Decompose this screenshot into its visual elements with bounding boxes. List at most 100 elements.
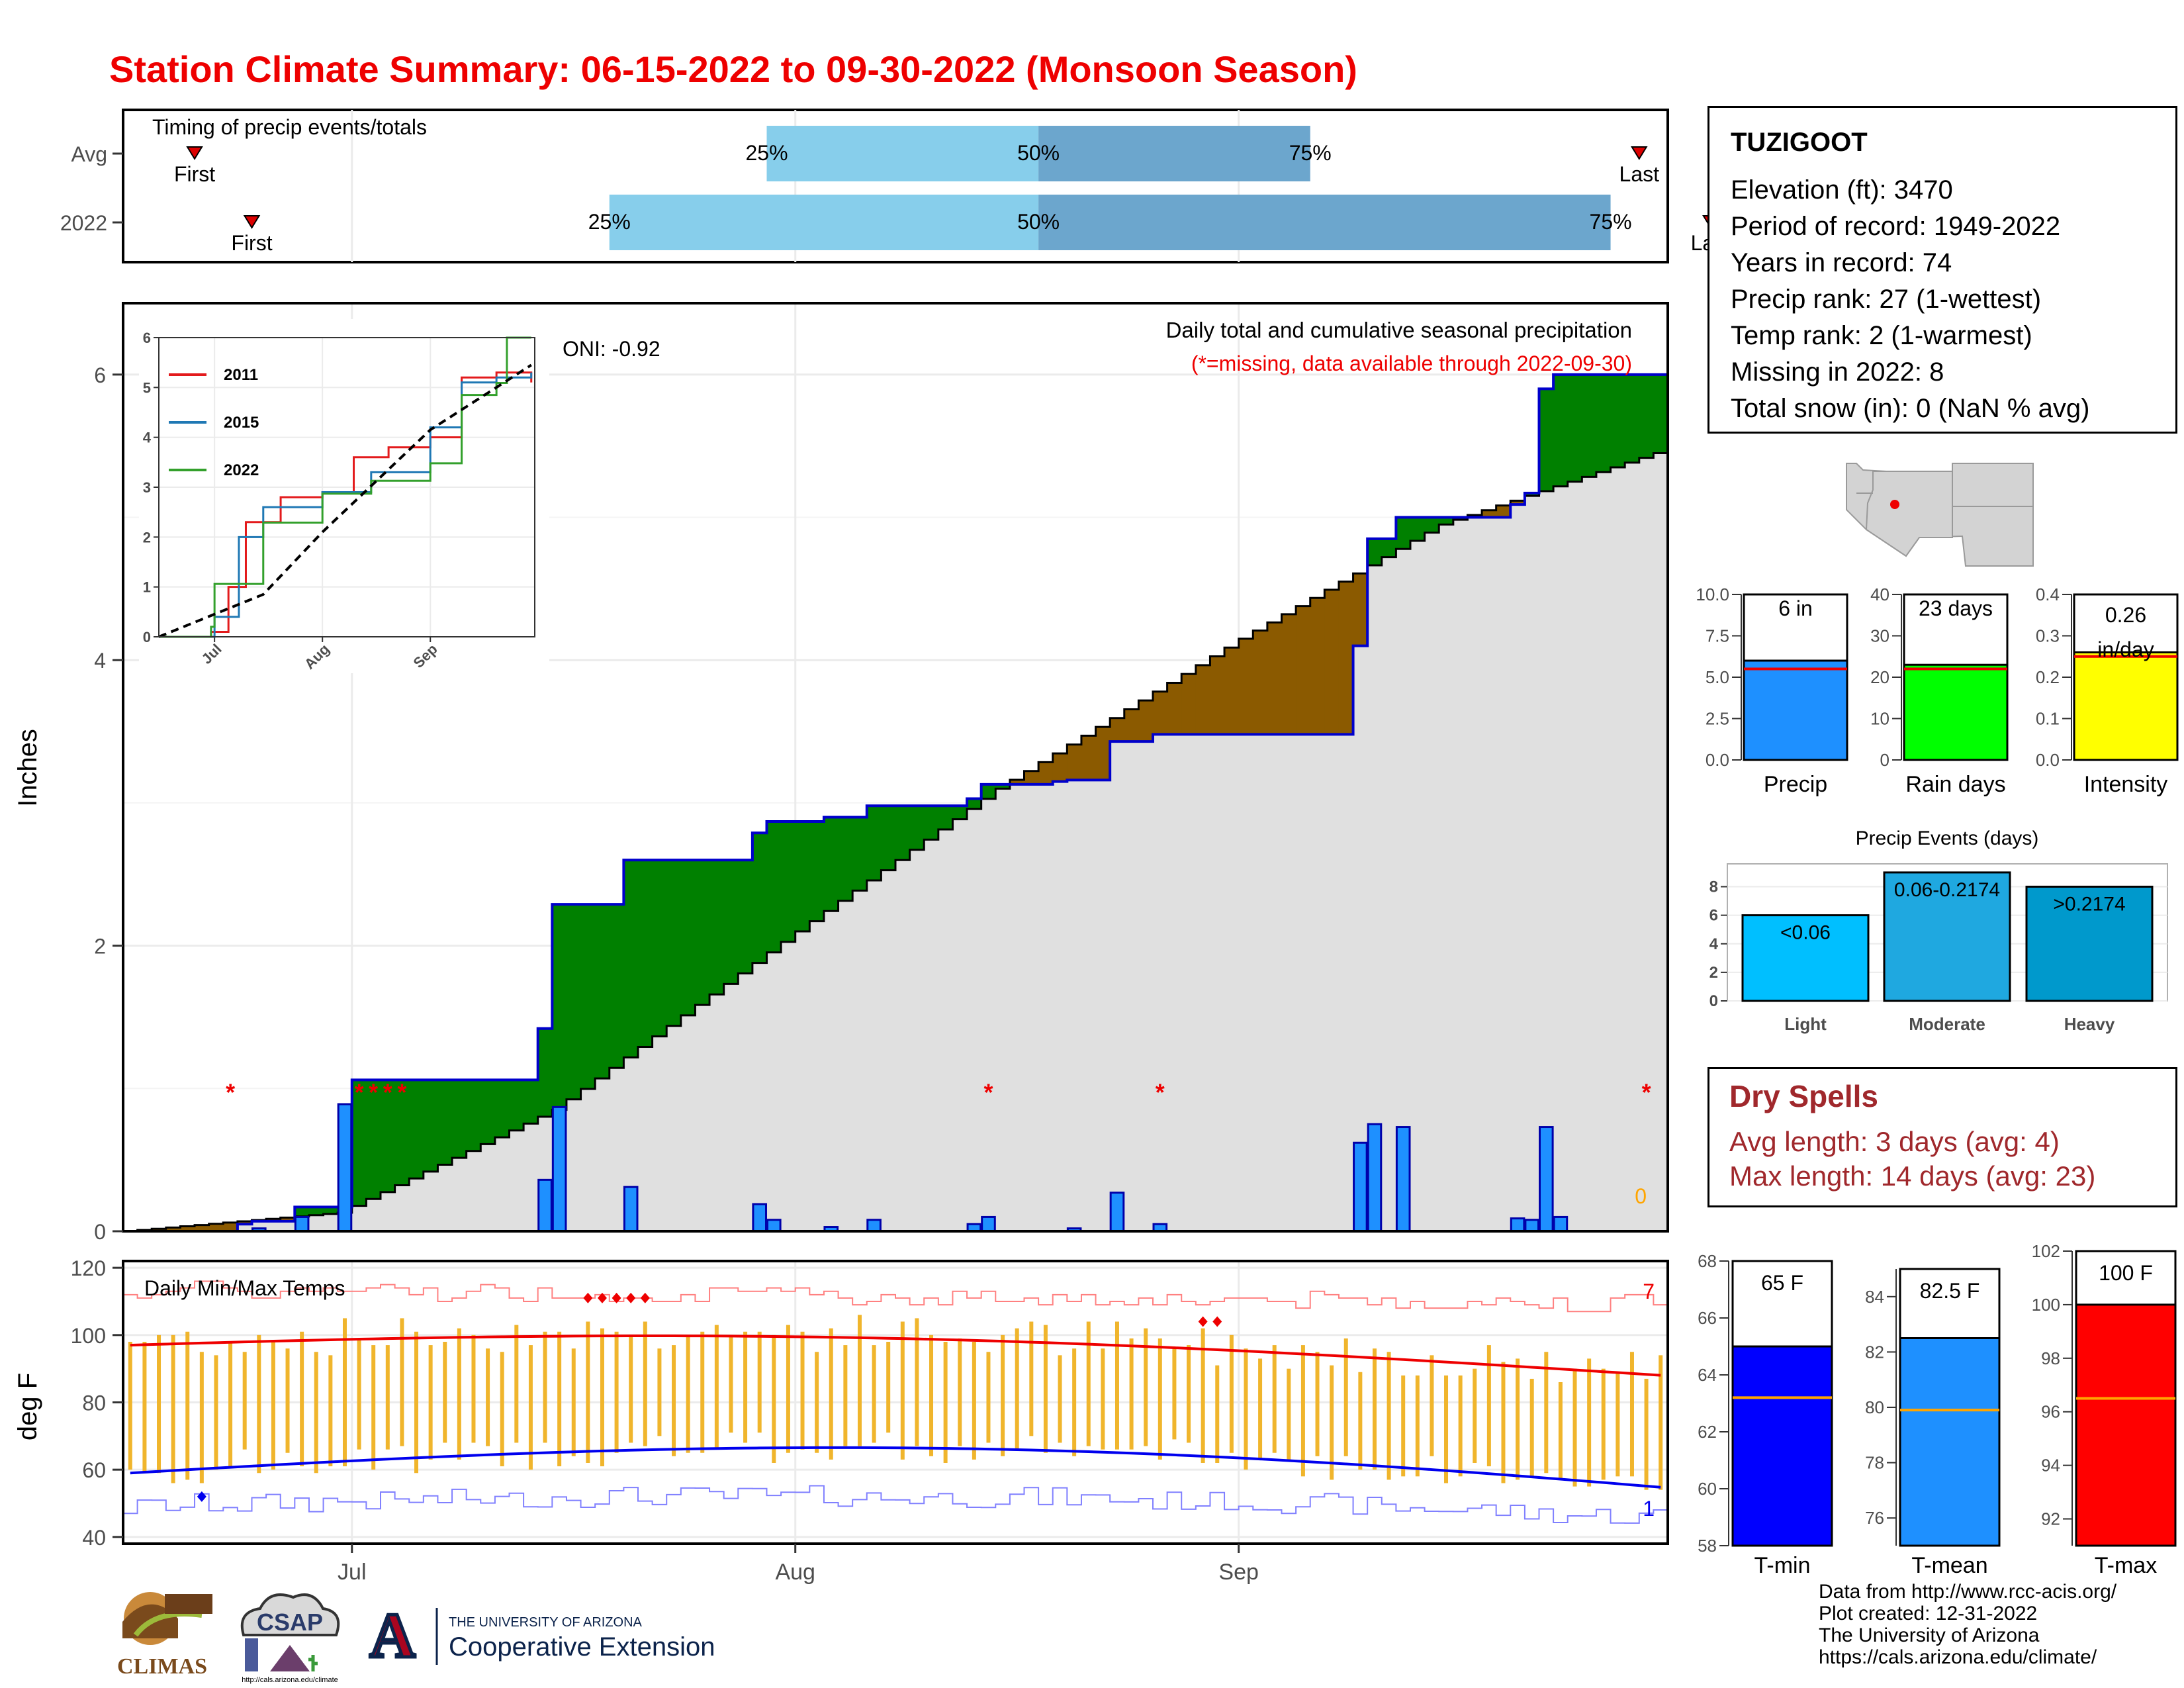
tgauge-tick-label: 60 [1698,1479,1717,1499]
xaxis-tick-label: Sep [1218,1560,1259,1585]
deficit-fill [1138,700,1154,742]
surplus-fill [823,817,839,912]
deficit-fill [1353,573,1368,646]
deficit-fill [1267,622,1283,735]
surplus-fill [924,806,939,840]
avg-cumulative-fill [437,1164,453,1231]
daily-temp-range-bar [486,1348,490,1446]
tgauge-tick-label: 82 [1865,1342,1884,1362]
daily-temp-range-bar [1458,1375,1463,1477]
gauge-tick-label: 0.3 [2036,626,2060,646]
avg-cumulative-fill [1238,734,1253,1231]
surplus-fill [423,1080,439,1172]
daily-temp-range-bar [900,1321,905,1460]
surplus-fill [666,860,682,1026]
hot-count: 7 [1643,1280,1655,1303]
daily-temp-range-bar [1629,1352,1634,1477]
daily-temp-range-bar [929,1335,934,1456]
daily-temp-range-bar [500,1352,504,1467]
avg-cumulative-line [123,451,1668,1233]
surplus-fill [1553,374,1569,487]
tgauge-tick-label: 58 [1698,1536,1717,1556]
deficit-fill [1181,674,1197,735]
avg-cumulative-fill [1381,557,1396,1231]
events-bar [2025,886,2154,1002]
daily-temp-range-bar [1015,1328,1019,1450]
daily-temp-range-bar [886,1342,891,1433]
inset-ytick-label: 5 [143,379,151,396]
station-missing: Missing in 2022: 8 [1731,357,1944,387]
daily-temp-range-bar [1558,1382,1563,1480]
surplus-fill [566,904,582,1100]
events-ytick-label: 4 [1709,935,1719,953]
timing-p50-label: 50% [1017,210,1060,234]
daily-temp-range-bar [1315,1352,1320,1456]
gauge-tick-label: 30 [1870,626,1889,646]
avg-cumulative-fill [394,1185,410,1231]
avg-cumulative-fill [1653,453,1668,1231]
deficit-fill [1496,505,1511,518]
avg-cumulative-fill [1024,784,1039,1231]
daily-precip-bar [1367,1123,1383,1233]
dry-spells-avg: Avg length: 3 days (avg: 4) [1729,1126,2060,1157]
deficit-fill [1167,682,1182,735]
gauge-tick-label: 20 [1870,667,1889,687]
daily-temp-range-bar [185,1331,190,1480]
deficit-fill [1038,762,1054,784]
events-bar-label: >0.2174 [2053,894,2125,915]
daily-temp-range-bar [528,1345,533,1470]
avg-cumulative-fill [1524,496,1540,1232]
daily-precip-bar [866,1219,882,1233]
avg-min-temp-line [130,1446,1661,1489]
daily-precip-bar [337,1103,353,1233]
daily-temp-range-bar [214,1355,218,1470]
avg-cumulative-fill [909,849,925,1231]
avg-cumulative-fill [366,1199,381,1231]
deficit-fill [1296,606,1311,735]
surplus-fill [409,1080,424,1179]
precip-ytick-label: 0 [94,1220,106,1244]
avg-cumulative-fill [766,952,782,1231]
deficit-fill [1482,510,1497,518]
daily-temp-range-bar [1300,1345,1305,1477]
tgauge-tick-label: 66 [1698,1308,1717,1328]
temp-ylabel: deg F [13,1373,42,1440]
surplus-fill [809,821,825,921]
daily-temp-range-bar [843,1345,848,1446]
daily-temp-range-bar [471,1335,476,1443]
daily-precip-bar [551,1105,567,1233]
avg-cumulative-fill [423,1171,439,1231]
daily-temp-range-bar [228,1342,233,1467]
surplus-fill [723,860,739,984]
credit-url: https://cals.arizona.edu/climate/ [1819,1646,2097,1668]
avg-cumulative-fill [1138,741,1154,1231]
avg-cumulative-fill [1281,734,1297,1231]
timing-label: Timing of precip events/totals [152,115,427,139]
avg-cumulative-fill [494,1137,510,1231]
daily-temp-range-bar [1415,1375,1420,1477]
avg-cumulative-fill [1195,734,1211,1231]
daily-temp-range-bar [1086,1321,1091,1446]
missing-day-marker: * [397,1078,406,1105]
station-temp-rank: Temp rank: 2 (1-warmest) [1731,321,2032,350]
first-event-marker [186,146,203,160]
daily-temp-range-bar [514,1325,519,1443]
daily-temp-range-bar [1129,1338,1134,1450]
daily-temp-range-bar [729,1335,733,1433]
tgauge-value-label: 65 F [1761,1271,1803,1295]
surplus-fill [623,860,639,1058]
avg-cumulative-fill [1496,517,1511,1231]
inset-ytick-label: 2 [143,529,151,545]
xaxis-tick-label: Jul [338,1560,366,1585]
tgauge-label: T-mean [1911,1553,1987,1578]
avg-cumulative-fill [266,1221,281,1231]
avg-cumulative-fill [1625,462,1640,1231]
missing-day-marker: * [226,1078,235,1105]
missing-day-marker: * [1156,1078,1165,1105]
daily-precip-bar [1553,1215,1569,1233]
daily-temp-range-bar [1644,1378,1649,1490]
deficit-fill [1281,614,1297,735]
daily-temp-range-bar [1115,1321,1119,1450]
inset-legend-label: 2022 [224,461,259,479]
avg-cumulative-fill [1267,734,1283,1231]
